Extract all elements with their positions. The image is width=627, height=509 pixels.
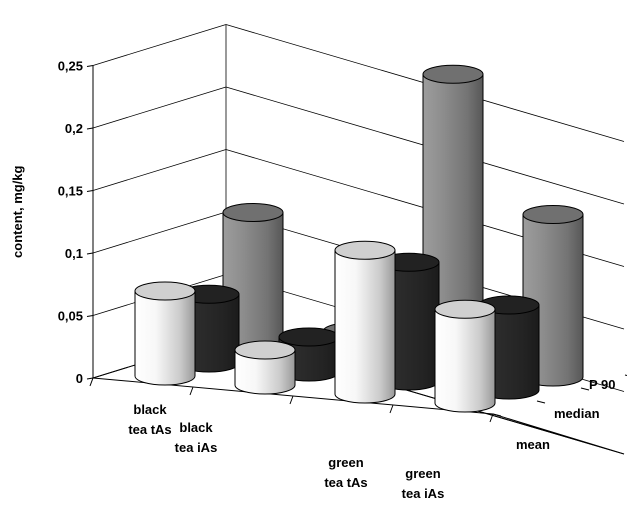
gridline-left-2 — [92, 211, 227, 254]
x-tick-label-line: black — [179, 420, 213, 435]
bar-p-90-0-top — [222, 203, 284, 222]
x-tick-mark-2 — [289, 395, 294, 405]
x-tick-label-line: tea tAs — [128, 422, 171, 437]
bars — [134, 64, 584, 413]
legend-label-mean: mean — [516, 437, 550, 452]
gridline-left-5 — [92, 24, 227, 66]
y-axis-title: content, mg/kg — [10, 165, 25, 258]
legend-label-median: median — [554, 406, 600, 421]
y-tick-label-1: 0,05 — [58, 309, 83, 324]
y-tick-label-0: 0 — [76, 371, 83, 386]
bar-mean-0 — [134, 281, 196, 386]
x-tick-label-2: green tea tAs — [324, 455, 367, 490]
x-tick-label-line: black — [133, 402, 167, 417]
x-tick-label-line: tea tAs — [324, 475, 367, 490]
legend-label-p-90: P 90 — [589, 377, 616, 392]
x-tick-mark-3 — [389, 404, 394, 414]
y-tick-label-3: 0,15 — [58, 184, 83, 199]
bar-mean-2-body — [334, 249, 396, 404]
x-tick-label-line: tea iAs — [402, 486, 445, 501]
bar-mean-3-body — [434, 308, 496, 413]
bar-median-1-top — [278, 327, 340, 347]
bar-p-90-2-top — [422, 64, 484, 84]
x-tick-label-line: green — [405, 466, 440, 481]
y-tick-label-4: 0,2 — [65, 121, 83, 136]
bar-mean-0-body — [134, 290, 196, 386]
bar-mean-1-top — [234, 340, 296, 360]
bar-mean-3 — [434, 299, 496, 413]
x-tick-label-line: green — [328, 455, 363, 470]
gridline-left-3 — [92, 149, 227, 191]
y-tick-label-2: 0,1 — [65, 246, 83, 261]
bar-mean-2-top — [334, 240, 396, 260]
x-tick-mark-0 — [89, 377, 94, 387]
y-tick-mark-5 — [86, 65, 94, 67]
bar-p-90-3-top — [522, 205, 584, 224]
y-tick-mark-3 — [86, 190, 94, 192]
depth-tick-mark-2 — [580, 387, 590, 391]
bar-mean-3-top — [434, 299, 496, 319]
bar-mean-2 — [334, 240, 396, 404]
y-tick-mark-2 — [86, 252, 94, 255]
x-tick-label-3: green tea iAs — [402, 466, 445, 501]
x-tick-mark-4 — [489, 413, 494, 423]
depth-tick-mark-3 — [624, 374, 627, 377]
x-tick-mark-1 — [189, 386, 194, 396]
gridline-left-4 — [92, 86, 227, 129]
y-tick-mark-4 — [86, 127, 94, 130]
y-tick-label-5: 0,25 — [58, 59, 83, 74]
y-tick-mark-1 — [86, 315, 94, 317]
x-tick-label-line: tea iAs — [175, 440, 218, 455]
x-tick-label-0: black tea tAs — [128, 402, 171, 437]
bar-mean-1-body — [234, 349, 296, 395]
depth-tick-mark-0 — [492, 413, 502, 417]
x-tick-label-1: black tea iAs — [175, 420, 218, 455]
depth-tick-mark-1 — [536, 400, 546, 404]
bar-mean-1 — [234, 340, 296, 395]
y-tick-mark-0 — [86, 377, 94, 380]
bar-mean-0-top — [134, 281, 196, 301]
